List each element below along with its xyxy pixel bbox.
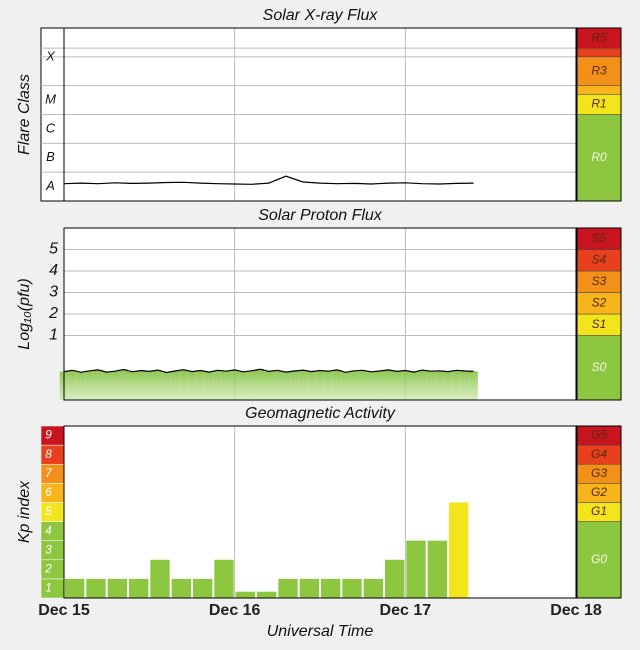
scale-band <box>576 521 622 599</box>
bar <box>385 559 405 598</box>
y-axis-label: Log₁₀(pfu) <box>16 278 33 349</box>
bar <box>235 591 255 598</box>
panel-title: Solar X-ray Flux <box>263 7 379 24</box>
y-tick-label: A <box>45 178 55 193</box>
kp-level-label: 6 <box>45 485 52 499</box>
bar <box>427 540 447 598</box>
scale-frame <box>576 227 622 401</box>
bar <box>299 578 319 598</box>
series-line <box>63 175 474 185</box>
y-tick-label: C <box>46 120 56 135</box>
scale-label: S1 <box>592 317 607 331</box>
scale-label: R5 <box>591 30 607 44</box>
scale-label: G3 <box>591 466 607 480</box>
kp-level-label: 5 <box>45 504 52 518</box>
kp-level-label: 3 <box>45 542 52 556</box>
scale-label: R3 <box>591 63 607 77</box>
y-axis-label: Flare Class <box>16 74 33 155</box>
scale-frame <box>576 425 622 599</box>
bar <box>406 540 426 598</box>
bar <box>150 559 170 598</box>
series-line <box>63 368 474 374</box>
y-tick-label: 1 <box>49 327 58 344</box>
plot-frame <box>63 227 577 401</box>
bar <box>363 578 383 598</box>
bar <box>129 578 149 598</box>
kp-level-label: 1 <box>45 581 52 595</box>
y-tick-label: 5 <box>49 241 58 258</box>
bar <box>86 578 106 598</box>
kp-level-label: 8 <box>45 447 52 461</box>
bar <box>193 578 213 598</box>
y-tick-label: B <box>46 149 55 164</box>
scale-label: R1 <box>591 97 606 111</box>
panel-title: Geomagnetic Activity <box>245 405 396 422</box>
kp-level-label: 9 <box>45 428 52 442</box>
bar <box>278 578 298 598</box>
scale-band <box>576 85 622 95</box>
y-tick-label: 3 <box>49 284 58 301</box>
x-tick-label: Dec 15 <box>38 602 90 619</box>
bar <box>321 578 341 598</box>
kp-level-label: 2 <box>44 562 52 576</box>
scale-band <box>576 47 622 58</box>
bar <box>107 578 127 598</box>
scale-label: S3 <box>592 274 607 288</box>
scale-label: G4 <box>591 447 607 461</box>
scale-label: S2 <box>592 295 607 309</box>
kp-level-label: 4 <box>45 523 52 537</box>
y-tick-label: 4 <box>49 262 58 279</box>
y-tick-label: M <box>45 92 56 107</box>
scale-label: S0 <box>592 360 607 374</box>
x-tick-label: Dec 18 <box>550 602 602 619</box>
scale-frame <box>576 27 622 202</box>
plot-frame <box>63 27 577 202</box>
scale-band <box>576 114 622 202</box>
scale-label: G1 <box>591 504 607 518</box>
bar <box>342 578 362 598</box>
plot-area <box>64 426 576 598</box>
panel-title: Solar Proton Flux <box>258 207 383 224</box>
bar <box>171 578 191 598</box>
y-axis-label: Kp index <box>16 480 33 543</box>
x-axis-label: Universal Time <box>267 623 374 640</box>
scale-band <box>576 335 622 401</box>
kp-level-label: 7 <box>45 466 53 480</box>
scale-label: R0 <box>591 150 607 164</box>
bar <box>65 578 85 598</box>
scale-label: G2 <box>591 485 607 499</box>
x-tick-label: Dec 16 <box>209 602 261 619</box>
x-tick-label: Dec 17 <box>380 602 432 619</box>
bar <box>449 502 469 598</box>
plot-frame <box>63 425 577 599</box>
scale-label: G5 <box>591 428 607 442</box>
y-tick-label: 2 <box>48 305 58 322</box>
scale-label: S5 <box>592 231 607 245</box>
y-tick-label: X <box>45 48 56 63</box>
scale-label: S4 <box>592 252 607 266</box>
scale-label: G0 <box>591 552 607 566</box>
bar <box>257 591 277 598</box>
bar <box>214 559 234 598</box>
